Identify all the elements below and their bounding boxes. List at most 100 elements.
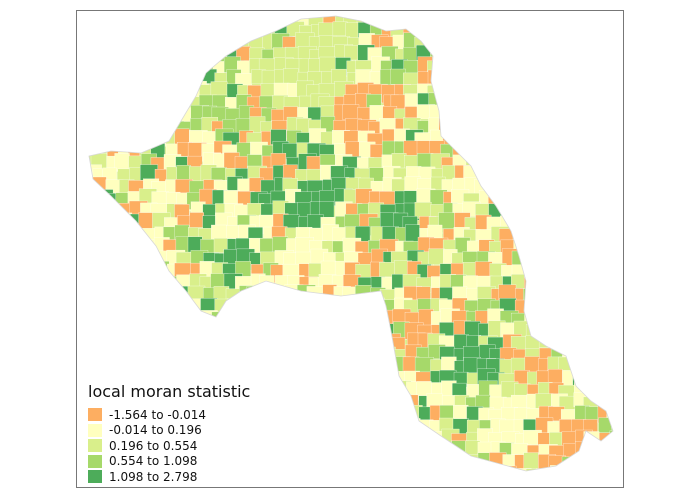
- map-area-polygon: [524, 48, 542, 67]
- map-area-polygon: [594, 23, 612, 41]
- map-area-polygon: [583, 68, 601, 87]
- map-area-polygon: [126, 325, 143, 344]
- map-area-polygon: [89, 16, 95, 29]
- map-area-polygon: [430, 33, 449, 51]
- map-area-polygon: [596, 56, 613, 76]
- map-area-polygon: [118, 106, 134, 124]
- map-area-polygon: [525, 96, 545, 112]
- map-area-polygon: [273, 442, 292, 459]
- map-area-polygon: [430, 444, 449, 460]
- map-area-polygon: [439, 69, 458, 85]
- map-area-polygon: [174, 312, 194, 329]
- map-area-polygon: [534, 104, 555, 120]
- map-area-polygon: [152, 120, 169, 136]
- map-area-polygon: [89, 264, 98, 281]
- map-area-polygon: [606, 405, 613, 421]
- map-area-polygon: [559, 323, 577, 338]
- map-area-polygon: [178, 346, 198, 364]
- map-area-polygon: [571, 203, 588, 220]
- map-area-polygon: [597, 179, 613, 196]
- map-area-polygon: [549, 153, 565, 169]
- map-area-polygon: [153, 32, 172, 52]
- map-area-polygon: [102, 70, 121, 87]
- map-area-polygon: [273, 337, 289, 355]
- map-area-polygon: [152, 21, 170, 37]
- map-area-polygon: [382, 431, 399, 449]
- map-area-polygon: [131, 357, 147, 373]
- map-area-polygon: [151, 361, 168, 377]
- map-area-polygon: [499, 479, 517, 488]
- map-area-polygon: [452, 21, 469, 41]
- map-area-polygon: [175, 60, 193, 80]
- map-area-polygon: [597, 166, 613, 185]
- map-area-polygon: [127, 238, 148, 257]
- map-area-polygon: [547, 253, 564, 271]
- map-area-polygon: [105, 275, 125, 291]
- map-area-polygon: [142, 23, 162, 39]
- map-area-polygon: [93, 130, 113, 146]
- map-area-polygon: [114, 263, 130, 280]
- map-area-polygon: [89, 204, 99, 223]
- map-area-polygon: [548, 144, 566, 160]
- map-area-polygon: [597, 190, 613, 210]
- map-area-polygon: [92, 59, 110, 78]
- map-area-polygon: [285, 333, 301, 351]
- map-area-polygon: [403, 443, 420, 462]
- map-area-polygon: [131, 132, 146, 147]
- map-area-polygon: [369, 360, 387, 380]
- map-area-polygon: [115, 360, 131, 378]
- map-area-polygon: [282, 467, 302, 471]
- map-area-polygon: [198, 35, 217, 54]
- map-area-polygon: [598, 337, 613, 357]
- map-area-polygon: [487, 108, 504, 127]
- map-area-polygon: [355, 419, 372, 440]
- map-area-polygon: [608, 166, 613, 184]
- map-frame: [76, 10, 624, 488]
- map-area-polygon: [574, 300, 589, 319]
- map-area-polygon: [522, 224, 540, 243]
- map-area-polygon: [534, 276, 553, 296]
- map-area-polygon: [561, 456, 580, 471]
- map-area-polygon: [610, 105, 613, 123]
- map-area-polygon: [114, 227, 131, 245]
- map-area-polygon: [560, 181, 578, 197]
- map-area-polygon: [562, 478, 578, 488]
- map-area-polygon: [236, 349, 253, 365]
- map-area-polygon: [356, 380, 372, 397]
- map-area-polygon: [130, 106, 146, 122]
- map-area-polygon: [606, 285, 613, 302]
- map-area-polygon: [466, 92, 486, 111]
- map-area-polygon: [598, 47, 613, 66]
- legend-swatch: [88, 408, 102, 422]
- map-area-polygon: [597, 452, 613, 471]
- map-area-polygon: [574, 263, 593, 282]
- map-area-polygon: [534, 263, 553, 281]
- map-area-polygon: [522, 131, 540, 149]
- map-area-polygon: [356, 368, 372, 387]
- map-area-polygon: [274, 298, 291, 316]
- map-area-polygon: [106, 130, 126, 149]
- legend-item: -0.014 to 0.196: [88, 423, 250, 439]
- legend-swatch: [88, 439, 102, 453]
- map-area-polygon: [236, 16, 255, 30]
- map-area-polygon: [490, 23, 509, 41]
- map-area-polygon: [91, 309, 109, 326]
- map-area-polygon: [176, 334, 195, 353]
- map-area-polygon: [524, 274, 540, 293]
- map-area-polygon: [486, 72, 502, 90]
- map-area-polygon: [370, 16, 390, 28]
- map-area-polygon: [308, 465, 328, 471]
- map-area-polygon: [551, 479, 565, 488]
- map-area-polygon: [319, 312, 336, 327]
- map-area-polygon: [474, 46, 494, 65]
- map-area-polygon: [330, 371, 350, 387]
- map-area-polygon: [249, 420, 267, 440]
- map-area-polygon: [549, 239, 565, 257]
- map-area-polygon: [115, 297, 132, 315]
- map-area-polygon: [128, 49, 145, 67]
- map-area-polygon: [570, 153, 587, 170]
- map-area-polygon: [501, 108, 520, 126]
- map-area-polygon: [127, 264, 147, 283]
- map-area-polygon: [573, 454, 591, 471]
- map-area-polygon: [609, 396, 613, 416]
